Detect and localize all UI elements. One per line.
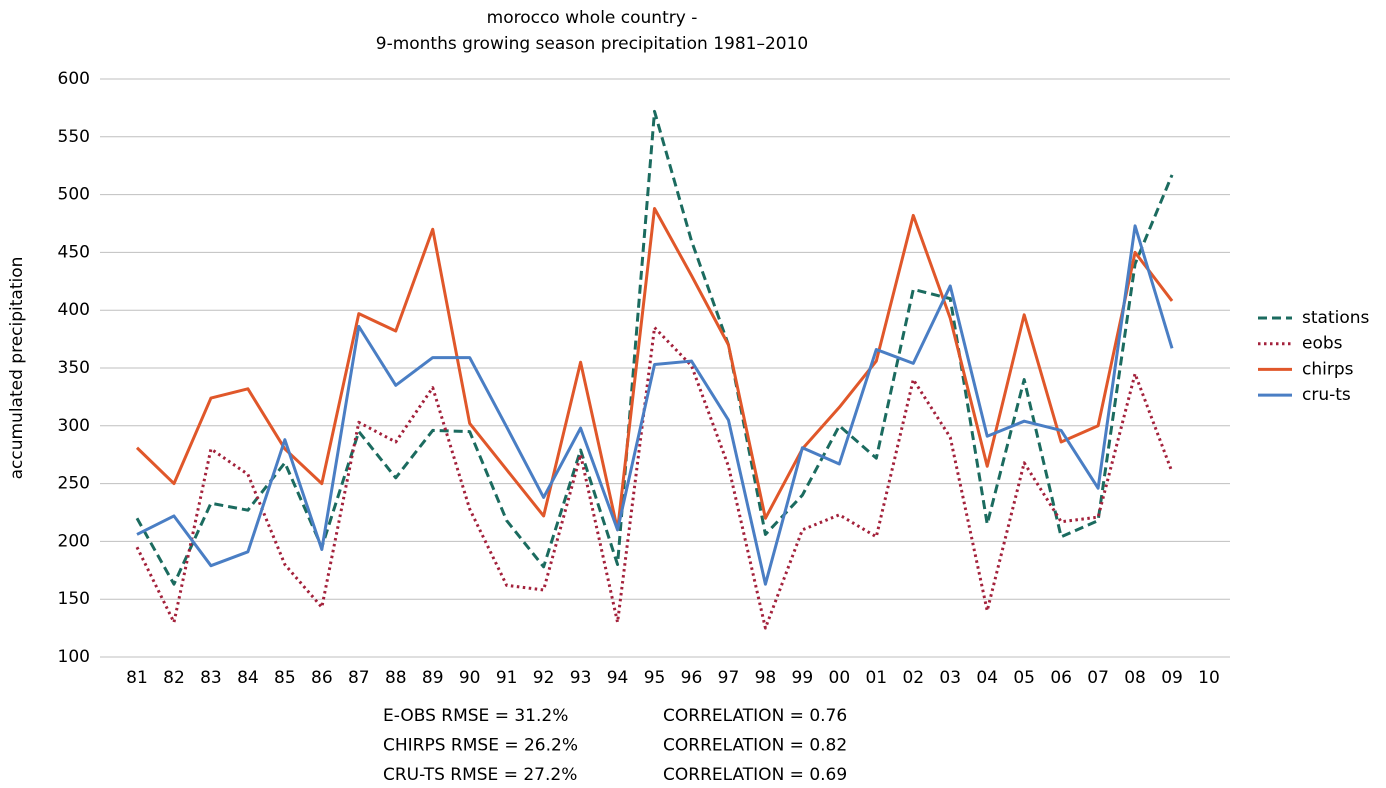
x-tick-label: 09 <box>1161 668 1183 688</box>
x-tick-label: 02 <box>902 668 924 688</box>
legend-label: cru-ts <box>1302 385 1351 405</box>
y-axis-label: accumulated precipitation <box>7 257 27 480</box>
x-tick-label: 91 <box>496 668 518 688</box>
x-tick-label: 84 <box>237 668 259 688</box>
y-tick-label: 200 <box>58 531 90 551</box>
series-line <box>135 326 1174 630</box>
legend-label: chirps <box>1302 359 1354 379</box>
y-tick-label: 100 <box>58 647 90 667</box>
y-tick-label: 550 <box>58 127 90 147</box>
x-tick-label: 94 <box>607 668 629 688</box>
x-tick-label: 89 <box>422 668 444 688</box>
y-tick-label: 350 <box>58 358 90 378</box>
x-tick-label: 93 <box>570 668 592 688</box>
x-tick-label: 87 <box>348 668 370 688</box>
y-tick-label: 150 <box>58 589 90 609</box>
y-tick-label: 250 <box>58 474 90 494</box>
x-tick-label: 03 <box>939 668 961 688</box>
y-tick-label: 400 <box>58 300 90 320</box>
x-tick-label: 95 <box>644 668 666 688</box>
x-tick-label: 82 <box>163 668 185 688</box>
x-tick-label: 05 <box>1013 668 1035 688</box>
x-tick-label: 04 <box>976 668 998 688</box>
x-tick-label: 85 <box>274 668 296 688</box>
x-tick-label: 90 <box>459 668 481 688</box>
x-tick-label: 08 <box>1124 668 1146 688</box>
x-tick-label: 81 <box>126 668 148 688</box>
annotation: CORRELATION = 0.76 <box>663 706 847 726</box>
x-tick-label: 88 <box>385 668 407 688</box>
x-tick-label: 10 <box>1198 668 1220 688</box>
legend-label: stations <box>1302 308 1370 328</box>
y-tick-label: 600 <box>58 69 90 89</box>
annotation: CORRELATION = 0.82 <box>663 736 847 756</box>
x-tick-label: 00 <box>829 668 851 688</box>
x-tick-label: 96 <box>681 668 703 688</box>
x-tick-label: 83 <box>200 668 222 688</box>
x-tick-label: 86 <box>311 668 333 688</box>
chart-subtitle: 9-months growing season precipitation 19… <box>376 34 809 54</box>
x-tick-label: 92 <box>533 668 555 688</box>
annotation: E-OBS RMSE = 31.2% <box>383 706 568 726</box>
annotation: CRU-TS RMSE = 27.2% <box>383 765 577 785</box>
annotation: CHIRPS RMSE = 26.2% <box>383 736 578 756</box>
legend-label: eobs <box>1302 334 1343 354</box>
series-line <box>135 109 1174 586</box>
x-tick-label: 06 <box>1050 668 1072 688</box>
x-tick-label: 98 <box>755 668 777 688</box>
x-tick-label: 97 <box>718 668 740 688</box>
chart-title: morocco whole country - <box>487 8 698 28</box>
y-tick-label: 500 <box>58 185 90 205</box>
series-line <box>135 206 1174 532</box>
x-tick-label: 99 <box>792 668 814 688</box>
annotation: CORRELATION = 0.69 <box>663 765 847 785</box>
y-tick-label: 450 <box>58 242 90 262</box>
y-tick-label: 300 <box>58 416 90 436</box>
series-line <box>136 224 1174 586</box>
x-tick-label: 07 <box>1087 668 1109 688</box>
x-tick-label: 01 <box>865 668 887 688</box>
